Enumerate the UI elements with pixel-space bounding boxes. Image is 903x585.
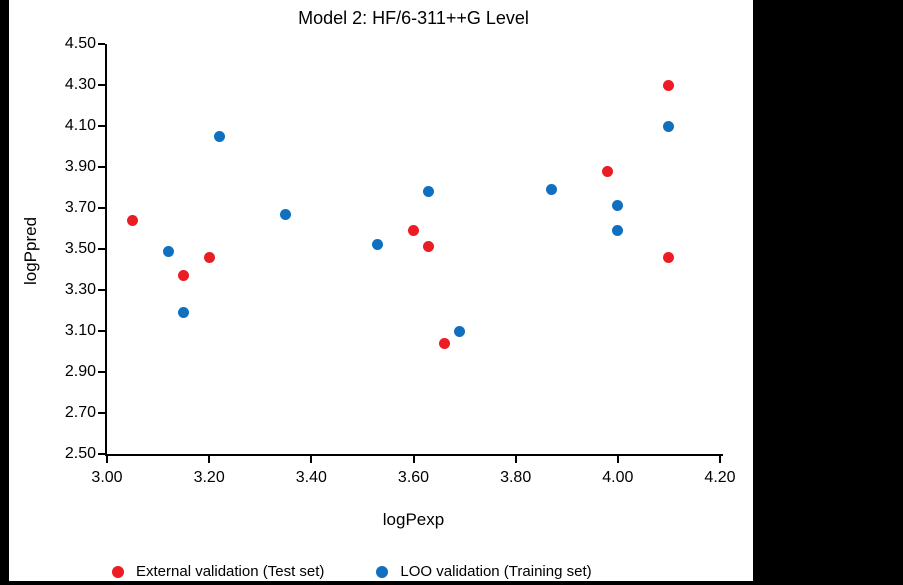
x-tick-mark bbox=[514, 456, 517, 463]
y-tick-mark bbox=[98, 289, 105, 291]
y-tick-label: 4.10 bbox=[64, 117, 96, 134]
x-tick-mark bbox=[310, 456, 313, 463]
y-tick-mark bbox=[98, 207, 105, 209]
blue-series-marker-icon bbox=[376, 565, 389, 578]
y-tick-label: 3.30 bbox=[64, 281, 96, 298]
data-point bbox=[178, 307, 190, 319]
x-axis-title: logPexp bbox=[382, 510, 445, 529]
x-tick-label: 3.60 bbox=[397, 469, 430, 486]
legend: External validation (Test set) LOO valid… bbox=[112, 563, 592, 580]
y-tick-mark bbox=[98, 125, 105, 127]
bottom-black-border bbox=[0, 581, 903, 585]
y-axis-title: logPpred bbox=[21, 216, 40, 286]
data-point bbox=[663, 79, 675, 91]
data-point bbox=[178, 270, 190, 282]
x-tick-mark bbox=[412, 456, 415, 463]
data-point bbox=[602, 165, 614, 177]
legend-label: External validation (Test set) bbox=[136, 563, 325, 580]
data-point bbox=[612, 225, 624, 237]
data-point bbox=[127, 214, 139, 226]
x-tick-mark bbox=[719, 456, 721, 463]
data-point bbox=[423, 241, 435, 253]
y-tick-mark bbox=[98, 43, 105, 45]
data-point bbox=[162, 245, 174, 257]
y-axis-line bbox=[105, 44, 107, 456]
x-tick-label: 4.00 bbox=[602, 469, 634, 486]
red-series-marker-icon bbox=[112, 565, 124, 578]
x-tick-mark bbox=[208, 456, 211, 463]
data-point bbox=[280, 208, 292, 220]
y-tick-label: 3.50 bbox=[64, 240, 96, 257]
y-tick-label: 4.50 bbox=[64, 35, 96, 52]
data-point bbox=[663, 120, 675, 132]
x-tick-label: 3.20 bbox=[193, 469, 225, 486]
y-tick-mark bbox=[98, 248, 105, 250]
data-point bbox=[213, 130, 225, 142]
y-tick-label: 2.70 bbox=[64, 404, 96, 421]
y-tick-label: 3.10 bbox=[64, 322, 96, 339]
x-tick-label: 3.40 bbox=[295, 469, 327, 486]
left-black-border bbox=[0, 0, 9, 585]
x-tick-label: 3.80 bbox=[500, 469, 532, 486]
data-point bbox=[453, 325, 465, 337]
y-tick-label: 2.90 bbox=[64, 363, 96, 380]
x-tick-mark bbox=[106, 456, 108, 463]
y-tick-mark bbox=[98, 330, 105, 332]
legend-item-external-validation: External validation (Test set) bbox=[112, 563, 324, 580]
y-tick-label: 2.50 bbox=[64, 445, 96, 462]
data-point bbox=[545, 184, 557, 196]
legend-item-loo-validation: LOO validation (Training set) bbox=[376, 563, 592, 580]
x-tick-label: 4.20 bbox=[704, 469, 736, 486]
data-point bbox=[408, 225, 419, 237]
data-point bbox=[372, 239, 384, 251]
y-tick-mark bbox=[98, 371, 105, 373]
data-point bbox=[423, 186, 435, 198]
data-point bbox=[663, 251, 675, 263]
legend-label: LOO validation (Training set) bbox=[400, 563, 592, 580]
x-axis-line bbox=[105, 454, 723, 456]
data-point bbox=[438, 337, 450, 349]
y-tick-label: 4.30 bbox=[64, 76, 96, 93]
chart-title: Model 2: HF/6-311++G Level bbox=[298, 8, 529, 28]
y-tick-mark bbox=[98, 453, 105, 455]
data-point bbox=[612, 200, 624, 212]
y-tick-mark bbox=[98, 412, 105, 414]
x-tick-label: 3.00 bbox=[91, 469, 123, 486]
right-black-border bbox=[753, 0, 903, 585]
x-tick-mark bbox=[616, 456, 619, 463]
y-tick-mark bbox=[98, 166, 105, 168]
y-tick-label: 3.90 bbox=[64, 158, 96, 175]
data-point bbox=[203, 251, 215, 263]
y-tick-mark bbox=[98, 84, 105, 86]
y-tick-label: 3.70 bbox=[64, 199, 96, 216]
